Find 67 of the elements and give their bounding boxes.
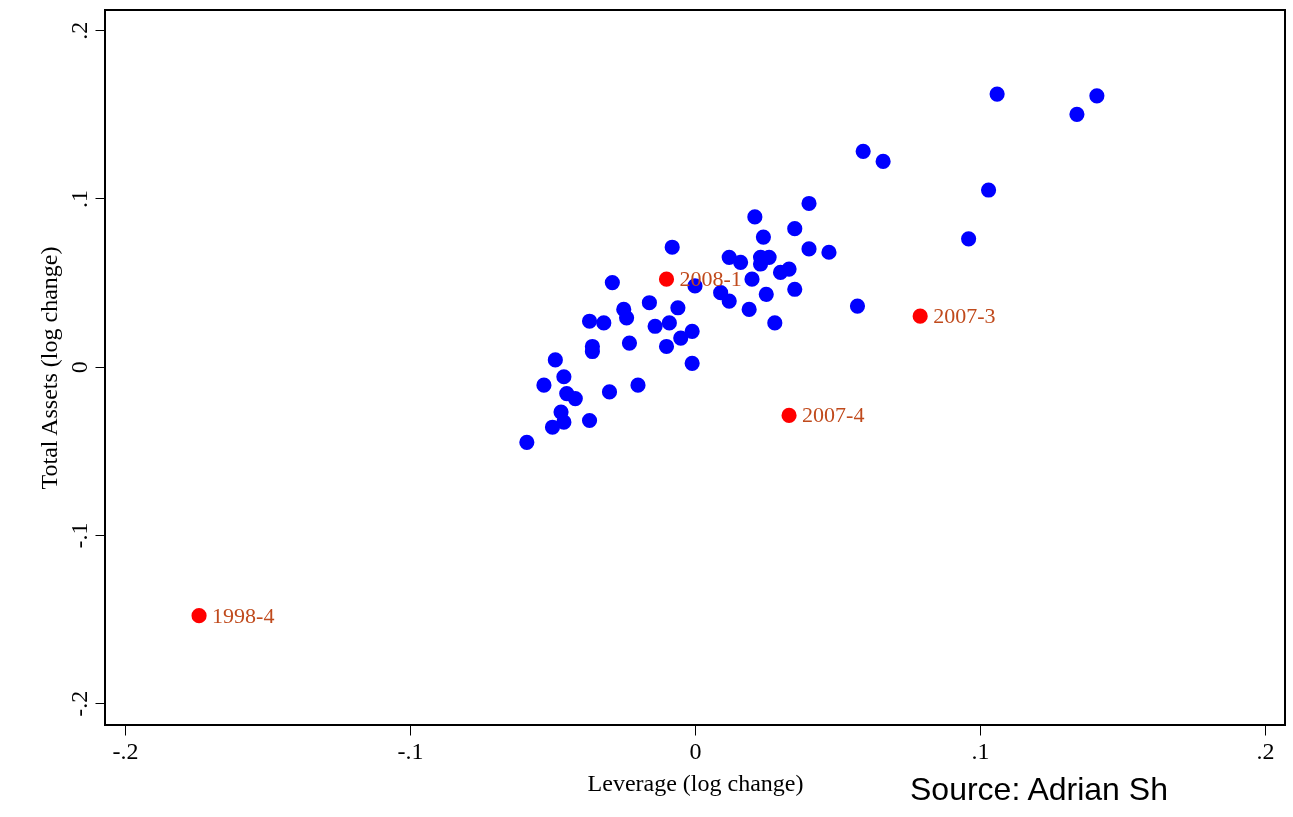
point: [596, 315, 612, 331]
point: [556, 369, 572, 385]
point: [684, 355, 700, 371]
x-tick-label: .2: [1256, 737, 1275, 764]
point: [801, 195, 817, 212]
annotation: 2007-4: [802, 402, 865, 428]
point: [781, 407, 797, 424]
point: [621, 335, 638, 351]
point: [547, 352, 563, 368]
point: [641, 295, 657, 311]
point: [519, 434, 535, 450]
annotation: 2008-1: [679, 266, 742, 292]
point: [721, 293, 737, 309]
point: [1089, 88, 1105, 104]
x-axis-title: Leverage (log change): [587, 769, 804, 796]
point: [1069, 106, 1085, 122]
point: [670, 300, 686, 316]
y-tick-label: -.2: [65, 690, 92, 717]
point: [767, 315, 783, 331]
point: [744, 271, 760, 287]
point: [787, 281, 803, 297]
x-tick-label: -.2: [112, 737, 139, 764]
point: [658, 271, 675, 287]
point: [619, 310, 635, 326]
annotation: 2007-3: [933, 303, 996, 329]
point: [741, 301, 757, 318]
point: [191, 608, 207, 624]
x-tick-label: 0: [689, 737, 702, 764]
point: [630, 377, 646, 393]
point: [721, 249, 737, 265]
x-tick-label: .1: [971, 737, 990, 764]
y-tick-label: .2: [65, 21, 92, 40]
point: [747, 209, 763, 225]
point: [544, 419, 561, 435]
point: [661, 315, 677, 331]
point: [604, 274, 620, 291]
point: [601, 384, 618, 400]
point: [961, 231, 977, 247]
point: [821, 244, 837, 260]
point: [647, 318, 663, 334]
annotation: 1998-4: [212, 602, 275, 628]
point: [658, 338, 675, 355]
point: [787, 221, 803, 237]
point: [855, 143, 871, 159]
point: [781, 261, 797, 277]
point: [849, 298, 866, 314]
point: [581, 313, 598, 329]
point: [755, 229, 771, 245]
point: [733, 254, 749, 270]
point: [758, 286, 774, 302]
point: [664, 239, 680, 255]
point: [801, 241, 817, 257]
source-note: Source: Adrian Sh: [910, 771, 1168, 807]
y-tick-label: -.1: [65, 522, 92, 549]
point: [875, 153, 891, 169]
point: [581, 412, 598, 429]
x-tick-label: -.1: [397, 737, 424, 764]
point: [980, 182, 997, 198]
y-tick-label: .1: [65, 189, 92, 208]
point: [567, 391, 583, 407]
y-tick-label: 0: [65, 361, 92, 374]
point: [989, 86, 1005, 102]
point: [684, 323, 700, 339]
point: [536, 377, 552, 393]
point: [673, 330, 689, 346]
y-axis-title: Total Assets (log change): [35, 246, 62, 490]
point: [912, 308, 928, 324]
